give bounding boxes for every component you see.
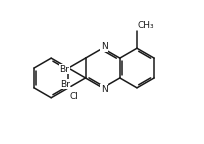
Text: N: N bbox=[101, 42, 108, 51]
Text: N: N bbox=[101, 85, 108, 94]
Text: CH₃: CH₃ bbox=[138, 21, 155, 30]
Text: Br: Br bbox=[60, 80, 70, 89]
Text: Br: Br bbox=[59, 65, 69, 74]
Text: Cl: Cl bbox=[69, 92, 78, 101]
